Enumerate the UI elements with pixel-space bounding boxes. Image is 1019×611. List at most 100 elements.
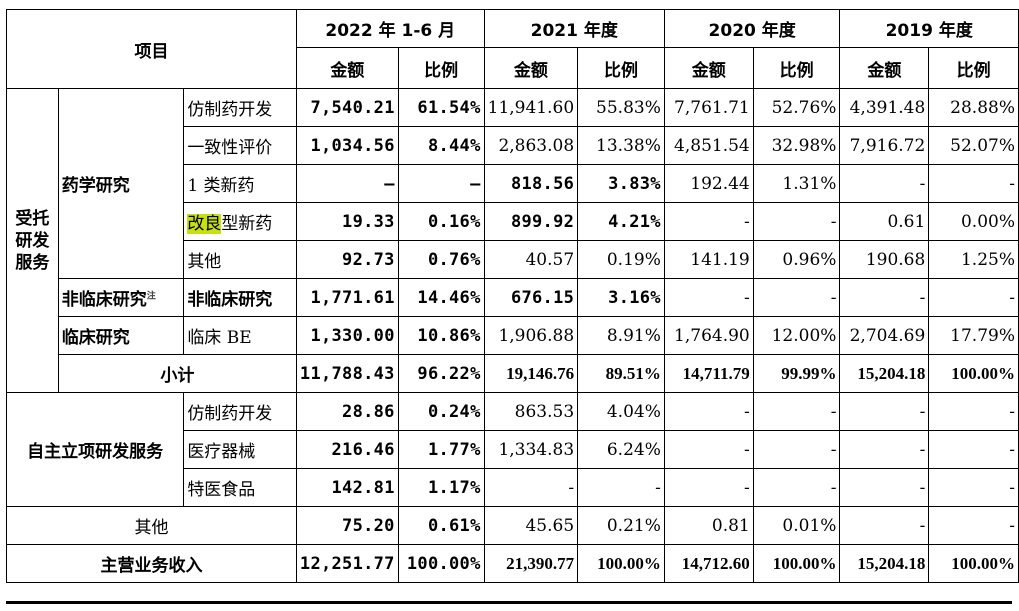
cell-value: 1,334.83	[483, 430, 579, 469]
cell-value: -	[663, 430, 754, 469]
cell-value: 8.44%	[397, 126, 485, 165]
cell-value: 192.44	[663, 164, 754, 203]
table-row: 自主立项研发服务 仿制药开发 28.86 0.24% 863.53 4.04% …	[5, 392, 1019, 507]
cell-value: -	[928, 278, 1019, 317]
cell-value: 32.98%	[752, 126, 841, 165]
cell-value: 0.16%	[397, 202, 485, 241]
cell-value: -	[839, 392, 930, 431]
cell-value: 818.56	[483, 164, 579, 203]
table-row: 1 类新药 – – 818.56 3.83% 192.44 1.31% - -	[7, 164, 1019, 203]
cell-value: 15,204.18	[839, 354, 930, 393]
row-label: 一致性评价	[183, 126, 297, 165]
cell-value: -	[928, 468, 1019, 507]
table-bottom-rule	[6, 601, 1012, 604]
header-period-2019: 2019 年度	[839, 9, 1019, 48]
cell-value: -	[752, 278, 841, 317]
table-row: 受托 研发 服务 药学研究 仿制药开发 7,540.21 61.54% 11,941…	[6, 88, 1019, 393]
subtotal-label: 小计	[57, 354, 297, 393]
cell-value: 1.31%	[752, 164, 841, 203]
header-ratio: 比例	[928, 47, 1019, 89]
cell-value: 14,711.79	[663, 354, 754, 393]
cell-value: -	[928, 430, 1019, 469]
cell-value: -	[752, 468, 841, 507]
table-row: 非临床研究注 非临床研究 1,771.61 14.46% 676.15 3.16…	[7, 278, 1019, 317]
cell-value: –	[295, 164, 399, 203]
cell-value: 4,851.54	[663, 126, 754, 165]
total-row: 主营业务收入 12,251.77 100.00% 21,390.77 100.0…	[6, 544, 1019, 583]
table-row: 医疗器械 216.46 1.77% 1,334.83 6.24% - - - -	[7, 430, 1019, 469]
table-row: 一致性评价 1,034.56 8.44% 2,863.08 13.38% 4,8…	[7, 126, 1019, 165]
cell-value: -	[839, 164, 930, 203]
cell-value: 7,916.72	[839, 126, 930, 165]
cell-value: -	[663, 202, 754, 241]
group-entrusted-label: 受托 研发 服务	[6, 88, 59, 393]
cell-value: 52.76%	[752, 88, 841, 127]
group-nonclinical-label: 非临床研究注	[57, 278, 185, 317]
cell-value: -	[928, 164, 1019, 203]
cell-value: -	[928, 392, 1019, 431]
cell-value: 28.86	[295, 392, 399, 431]
cell-value: 1,771.61	[295, 278, 399, 317]
cell-value: 75.20	[295, 506, 399, 545]
cell-value: -	[752, 202, 841, 241]
cell-value: 1,764.90	[663, 316, 754, 355]
table-row: 临床研究 临床 BE 1,330.00 10.86% 1,906.88 8.91…	[7, 316, 1019, 355]
row-label: 其他	[6, 506, 297, 545]
cell-value: 1.77%	[397, 430, 485, 469]
row-label: 临床 BE	[183, 316, 297, 355]
cell-value: 0.00%	[928, 202, 1019, 241]
cell-value: 0.24%	[397, 392, 485, 431]
cell-value: 190.68	[839, 240, 930, 279]
cell-value: 15,204.18	[839, 544, 930, 583]
cell-value: 141.19	[663, 240, 754, 279]
cell-value: 100.00%	[397, 544, 485, 583]
row-label: 改良型新药	[183, 202, 297, 241]
cell-value: 11,941.60	[483, 88, 579, 127]
cell-value: 2,863.08	[483, 126, 579, 165]
table-row: 其他 75.20 0.61% 45.65 0.21% 0.81 0.01% - …	[6, 506, 1019, 545]
cell-value: 100.00%	[928, 354, 1019, 393]
group-pharma-label: 药学研究	[57, 88, 185, 279]
cell-value: 100.00%	[928, 544, 1019, 583]
highlighted-text: 改良	[187, 214, 222, 234]
table-row: 改良型新药 19.33 0.16% 899.92 4.21% - - 0.61 …	[7, 202, 1019, 241]
cell-value: 3.16%	[577, 278, 665, 317]
cell-value: -	[839, 468, 930, 507]
cell-value: 100.00%	[577, 544, 665, 583]
row-label: 特医食品	[183, 468, 297, 507]
header-row-periods: 项目 2022 年 1-6 月 2021 年度 2020 年度 2019 年度	[6, 9, 1019, 89]
cell-value: 0.61%	[397, 506, 485, 545]
cell-value: 1,034.56	[295, 126, 399, 165]
cell-value: 14,712.60	[663, 544, 754, 583]
cell-value: 0.81	[663, 506, 754, 545]
cell-value: 92.73	[295, 240, 399, 279]
header-period-2021: 2021 年度	[483, 9, 665, 48]
cell-value: 2,704.69	[839, 316, 930, 355]
cell-value: -	[483, 468, 579, 507]
header-period-2020: 2020 年度	[663, 9, 841, 48]
cell-value: 4.04%	[577, 392, 665, 431]
cell-value: 12,251.77	[295, 544, 399, 583]
cell-value: 0.61	[839, 202, 930, 241]
cell-value: 4,391.48	[839, 88, 930, 127]
row-label: 医疗器械	[183, 430, 297, 469]
row-label-rest: 型新药	[221, 214, 273, 234]
cell-value: -	[839, 506, 930, 545]
cell-value: 4.21%	[577, 202, 665, 241]
cell-value: 676.15	[483, 278, 579, 317]
cell-value: 89.51%	[577, 354, 665, 393]
cell-value: 1,906.88	[483, 316, 579, 355]
cell-value: 6.24%	[577, 430, 665, 469]
cell-value: 142.81	[295, 468, 399, 507]
cell-value: -	[752, 430, 841, 469]
header-amount: 金额	[839, 47, 930, 89]
cell-value: 0.76%	[397, 240, 485, 279]
cell-value: -	[752, 392, 841, 431]
cell-value: 11,788.43	[295, 354, 399, 393]
cell-value: 28.88%	[928, 88, 1019, 127]
cell-value: -	[839, 278, 930, 317]
cell-value: 40.57	[483, 240, 579, 279]
cell-value: 17.79%	[928, 316, 1019, 355]
cell-value: 899.92	[483, 202, 579, 241]
cell-value: 0.19%	[577, 240, 665, 279]
